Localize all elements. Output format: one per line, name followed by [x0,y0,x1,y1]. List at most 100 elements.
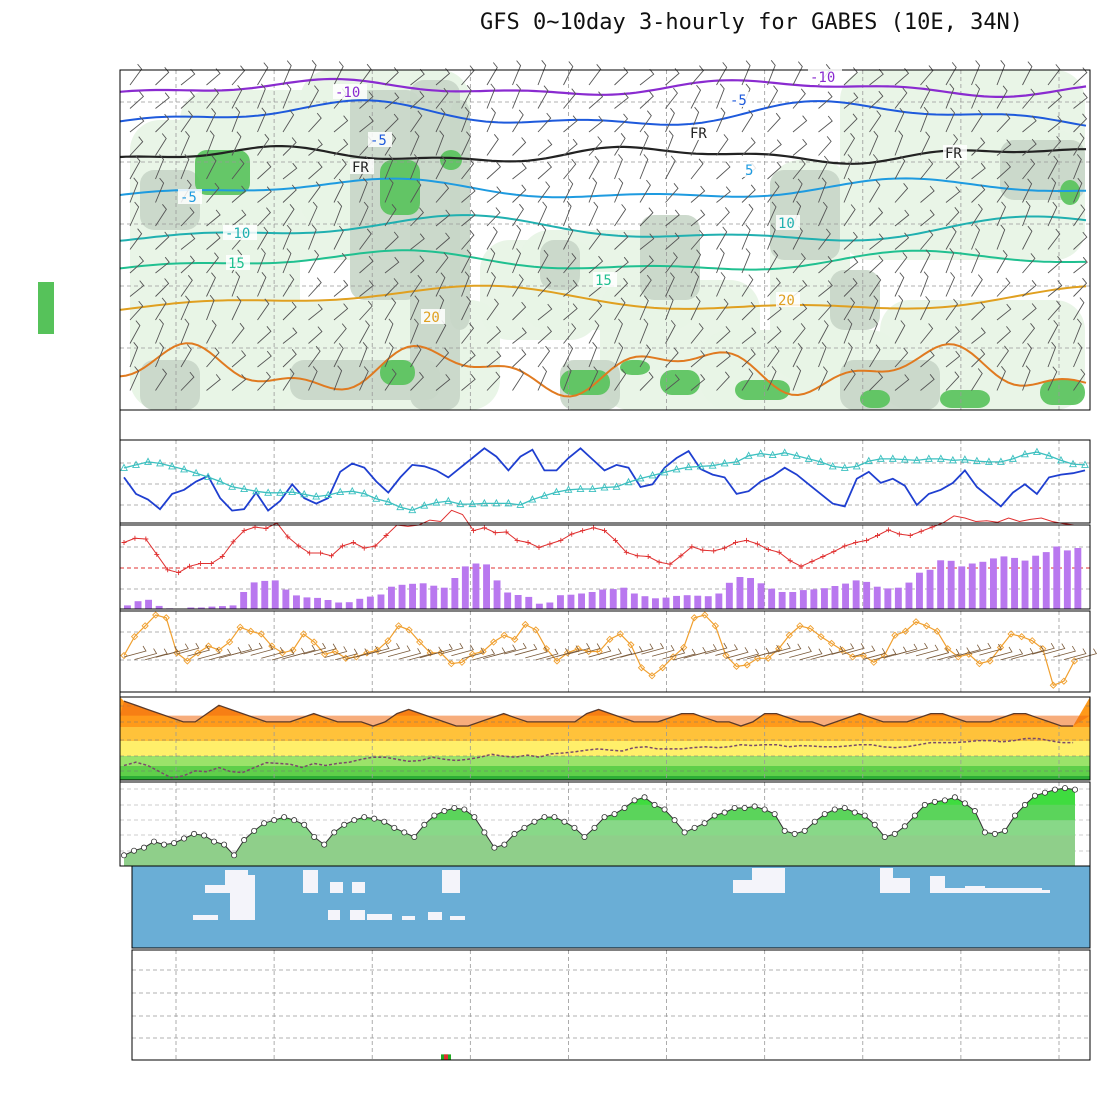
cloud-block [450,916,465,920]
rh2m-point [742,805,747,810]
rh-green-region [1060,180,1080,205]
rh2m-point [1012,813,1017,818]
rh-green-region [940,390,990,408]
cape-bar [758,583,765,609]
contour-label: FR [690,126,707,142]
cloud-block [930,876,945,893]
rh2m-point [612,811,617,816]
rh2m-point [252,828,257,833]
rh2m-point [772,811,777,816]
cape-bar [1001,556,1008,609]
rh2m-point [171,840,176,845]
cape-bar [441,588,448,609]
contour-label: 15 [228,256,245,272]
cape-bar [546,603,553,610]
rh2m-point [692,825,697,830]
rh-green-region [860,390,890,408]
rh2m-point [412,834,417,839]
rh2m-point [121,853,126,858]
rh2m-point [802,828,807,833]
cape-bar [652,598,659,609]
rh2m-point [752,804,757,809]
cape-bar [473,564,480,610]
rh2m-point [682,830,687,835]
cape-bar [863,582,870,609]
temp-band [120,776,1090,780]
rh2m-point [282,815,287,820]
rh2m-point [812,819,817,824]
cape-bar [620,588,627,609]
cape-bar [610,589,617,609]
cloud-block [428,912,442,920]
rh2m-point [1022,802,1027,807]
cape-bar [1074,548,1081,609]
rh2m-point [552,815,557,820]
rh-green-region [195,150,250,195]
cape-bar [145,600,152,609]
cloud-block [330,882,343,893]
cloud-block [367,914,392,920]
rh2m-point [892,831,897,836]
rh2m-point [442,808,447,813]
rh2m-point [332,830,337,835]
rh2m-point [1072,787,1077,792]
cape-bar [694,596,701,609]
rh-gray-region [140,360,200,410]
rh2m-point [972,808,977,813]
rh2m-point [832,807,837,812]
cloud-block [893,878,910,893]
rh2m-point [472,815,477,820]
cape-bar [293,595,300,609]
cloud-block [328,910,340,920]
contour-label: FR [945,146,962,162]
cape-bar [853,580,860,609]
rh2m-point [482,830,487,835]
rh-gray-region [840,360,940,410]
rh2m-point [852,810,857,815]
rh2m-point [642,795,647,800]
cape-bar [282,590,289,609]
rh2m-point [882,834,887,839]
cape-bar [810,589,817,609]
rh2m-point [131,848,136,853]
rh2m-point [982,830,987,835]
cloud-block [945,888,965,893]
thick-panel-bg [120,440,1090,523]
contour-label: 10 [778,216,795,232]
rh2m-point [492,845,497,850]
cloud-block [193,915,218,920]
rh2m-point [932,799,937,804]
cloud-block [965,886,985,893]
temp-band [120,756,1090,766]
cape-bar [335,603,342,610]
cape-bar [504,593,511,610]
rh2m-point [1042,790,1047,795]
rh-gray-region [830,270,880,330]
rh2m-point [712,813,717,818]
cape-bar [948,561,955,609]
cape-bar [451,578,458,609]
cape-bar [1022,561,1029,609]
rh2m-point [372,816,377,821]
cloud-block [225,870,248,893]
cape-bar [979,562,986,609]
rh2m-point [602,815,607,820]
rh2m-point [211,839,216,844]
rh2m-point [722,810,727,815]
cape-bar [747,578,754,609]
cape-bar [420,583,427,609]
rh2m-point [1002,828,1007,833]
chart-title: GFS 0~10day 3-hourly for GABES (10E, 34N… [480,10,1023,35]
rh2m-point [582,834,587,839]
cape-bar [304,597,311,609]
cape-bar [599,590,606,609]
cape-bar [367,597,374,609]
contour-label: -5 [370,133,387,149]
cape-bar [399,585,406,609]
rh2m-point [782,828,787,833]
rh2m-point [201,833,206,838]
cape-bar [272,580,279,609]
rh2m-point [272,818,277,823]
rh-green-region [380,360,415,385]
